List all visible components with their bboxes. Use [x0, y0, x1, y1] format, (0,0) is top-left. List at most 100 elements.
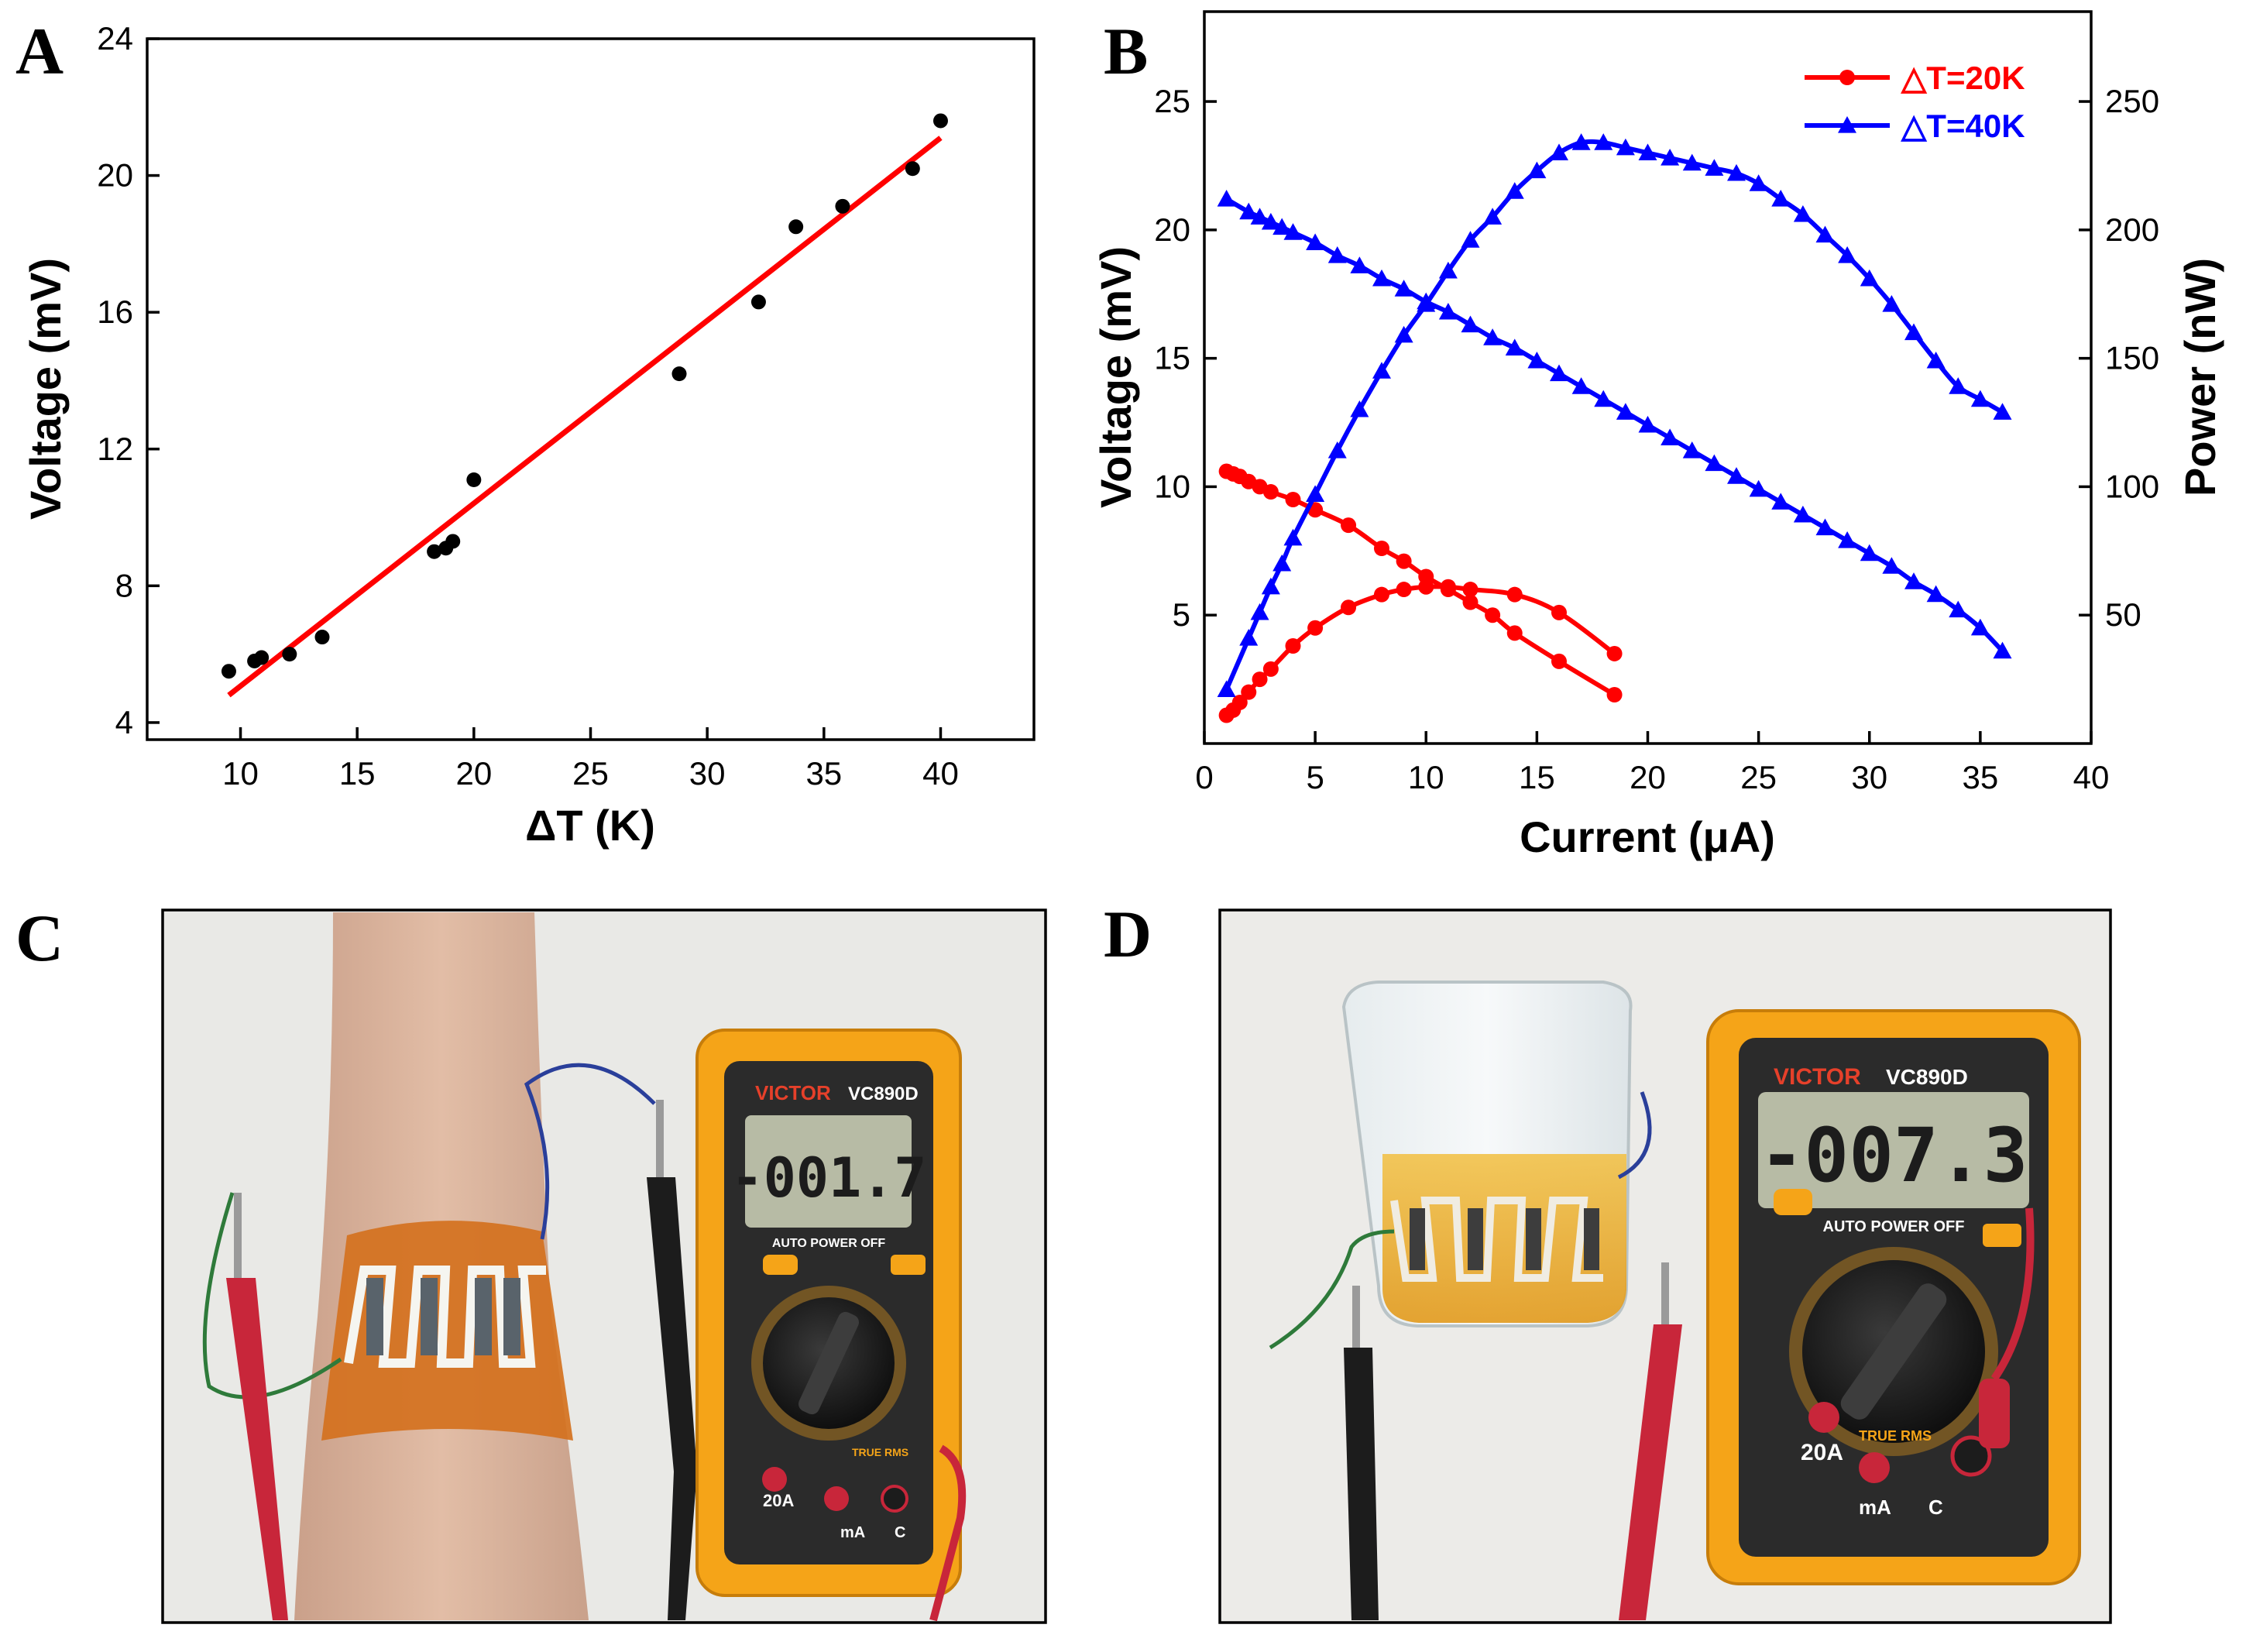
- data-points-a: [221, 113, 948, 679]
- data-point: [1771, 493, 1791, 510]
- data-point: [1285, 638, 1301, 654]
- x-tick-label-b: 5: [1306, 759, 1324, 795]
- data-point: [1262, 484, 1279, 500]
- y-tick-label-b: 15: [1154, 340, 1190, 376]
- panel-letter-a: A: [15, 14, 64, 88]
- x-axis-title-a: ΔT (K): [525, 801, 655, 850]
- x-tick-label-b: 30: [1851, 759, 1887, 795]
- data-point: [1882, 557, 1901, 574]
- data-point: [1771, 190, 1791, 207]
- data-point: [1262, 661, 1279, 677]
- label-20a-c: 20A: [763, 1491, 794, 1510]
- auto-power-c: AUTO POWER OFF: [772, 1237, 886, 1250]
- data-point: [1462, 594, 1479, 610]
- model-d: VC890D: [1886, 1065, 1968, 1089]
- data-point: [1217, 190, 1236, 207]
- data-point: [1682, 153, 1702, 171]
- data-point: [1396, 553, 1412, 569]
- data-point: [1250, 603, 1269, 620]
- data-point: [1993, 403, 2012, 420]
- label-ma-d: mA: [1859, 1496, 1891, 1519]
- brand-c: VICTOR: [755, 1081, 831, 1104]
- series-power-40k: [1217, 133, 2012, 697]
- data-point: [1394, 325, 1413, 343]
- data-point: [1926, 585, 1946, 603]
- data-point: [1341, 517, 1357, 534]
- y-axis-title-a: Voltage (mV): [21, 258, 70, 520]
- data-point: [835, 198, 850, 214]
- data-point: [1374, 541, 1389, 556]
- red-probe-d: [1619, 1262, 1682, 1620]
- data-point: [1793, 505, 1812, 523]
- data-point: [1307, 620, 1324, 636]
- y2-tick-label-b: 50: [2105, 596, 2141, 633]
- data-point: [1860, 544, 1879, 562]
- y-tick-label-a: 16: [97, 294, 133, 330]
- x-tick-label-b: 20: [1630, 759, 1666, 795]
- thermoelectric-legs: [366, 1278, 520, 1355]
- x-tick-label-a: 35: [805, 755, 842, 792]
- blue-wire-d: [1617, 1091, 1652, 1180]
- x-tick-label-a: 15: [339, 755, 376, 792]
- data-point: [1838, 531, 1857, 548]
- data-point: [750, 294, 766, 310]
- x-tick-label-b: 0: [1195, 759, 1213, 795]
- data-point: [1594, 390, 1613, 407]
- data-point: [427, 544, 442, 559]
- x-tick-label-a: 10: [222, 755, 259, 792]
- data-point: [1306, 485, 1325, 502]
- data-point: [1506, 625, 1523, 641]
- legend-label: △T=20K: [1901, 60, 2025, 96]
- data-point: [1239, 629, 1259, 646]
- panel-letter-b: B: [1104, 14, 1148, 88]
- lcd-reading-c: -001.7: [731, 1146, 927, 1210]
- data-point: [1283, 223, 1303, 240]
- data-point: [1261, 577, 1280, 595]
- auto-power-d: AUTO POWER OFF: [1823, 1218, 1965, 1235]
- true-rms-c: TRUE RMS: [852, 1446, 908, 1458]
- data-point: [1727, 163, 1746, 181]
- y-tick-label-b: 20: [1154, 211, 1190, 248]
- y-tick-label-b: 25: [1154, 83, 1190, 119]
- lcd-reading-d: -007.3: [1760, 1112, 2028, 1199]
- chart-a: A 10 15 20 25 30 35 40 4 8 12 16 20 24 ΔT (K) Voltag…: [15, 14, 1035, 850]
- data-point: [1483, 208, 1503, 225]
- data-point: [1838, 246, 1857, 263]
- data-point: [1327, 441, 1347, 459]
- y2-tick-label-b: 150: [2105, 340, 2159, 376]
- y-axis-title-b: Voltage (mV): [1091, 246, 1140, 508]
- fit-line-segment: [227, 136, 943, 698]
- series-voltage-40k: [1217, 190, 2012, 659]
- data-point: [1372, 269, 1391, 287]
- photo-d: D VICTOR VC890D: [1104, 897, 2112, 1624]
- multimeter-c: VICTOR VC890D -001.7 AUTO POWER OFF 20A …: [695, 1029, 962, 1597]
- blue-wire: [524, 1063, 656, 1240]
- y-tick-label-a: 4: [115, 704, 133, 740]
- label-c-d: C: [1928, 1496, 1943, 1519]
- red-lead-d: [1979, 1207, 2035, 1448]
- x-axis-title-b: Current (μA): [1520, 812, 1775, 861]
- green-wire: [202, 1192, 342, 1400]
- data-point: [1970, 390, 1990, 407]
- data-point: [1839, 70, 1855, 85]
- green-wire-d: [1269, 1229, 1395, 1350]
- x-tick-label-a: 25: [572, 755, 609, 792]
- brand-d: VICTOR: [1774, 1064, 1861, 1090]
- data-point: [1350, 400, 1369, 417]
- x-tick-label-b: 15: [1519, 759, 1555, 795]
- y-tick-label-a: 12: [97, 431, 133, 467]
- data-point: [1396, 582, 1412, 598]
- data-point: [1727, 467, 1746, 484]
- y-tick-label-b: 5: [1173, 596, 1190, 633]
- data-point: [671, 366, 687, 382]
- data-point: [1350, 256, 1369, 273]
- data-point: [1838, 116, 1856, 133]
- data-point: [1306, 233, 1325, 251]
- data-point: [1506, 586, 1523, 603]
- data-point: [1682, 441, 1702, 459]
- electrode-pattern-d: [1390, 1197, 1603, 1282]
- data-point: [1882, 295, 1901, 312]
- x-tick-label-b: 35: [1963, 759, 1999, 795]
- series-power-20k: [1218, 579, 1623, 723]
- label-c-c: C: [895, 1524, 905, 1541]
